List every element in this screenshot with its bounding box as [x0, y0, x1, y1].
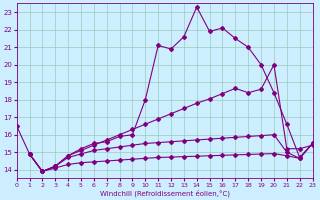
X-axis label: Windchill (Refroidissement éolien,°C): Windchill (Refroidissement éolien,°C) — [100, 189, 229, 197]
